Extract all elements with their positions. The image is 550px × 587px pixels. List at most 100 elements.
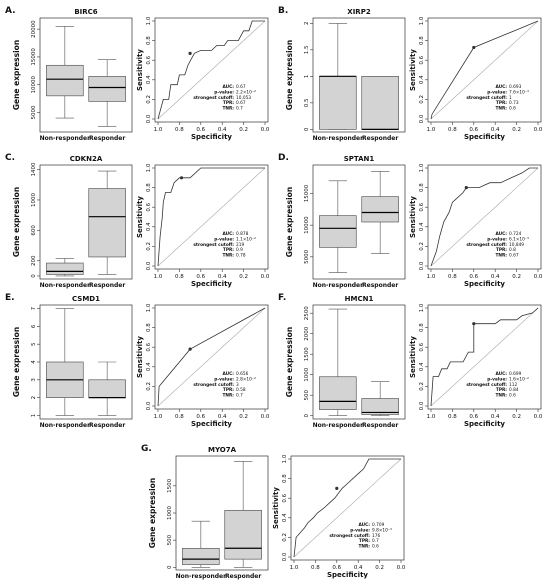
plot-frame	[312, 17, 406, 133]
stat-value: 9.8×10⁻³	[372, 527, 392, 533]
y-tick-label: 0.6	[419, 55, 425, 64]
box-body	[182, 547, 220, 565]
y-tick-label: 0.2	[146, 95, 152, 104]
box-responder	[88, 59, 126, 127]
gene-title: SPTAN1	[344, 155, 375, 163]
stat-value: 0.693	[509, 84, 522, 90]
stat-label: strongest cutoff:	[466, 242, 507, 248]
box-body	[361, 196, 399, 223]
panel-label: D.	[278, 153, 289, 163]
stat-label: TNR:	[495, 253, 507, 259]
roc-frame	[427, 304, 542, 410]
box-responder	[88, 170, 126, 275]
y-axis-label: Gene expression	[148, 478, 157, 548]
gene-title: BIRC6	[74, 8, 97, 16]
y-tick-label: 2	[304, 22, 310, 26]
x-tick-label: 0.8	[175, 274, 184, 280]
stat-label: strongest cutoff:	[466, 95, 507, 101]
plot-frame	[312, 304, 406, 420]
roc-line	[157, 307, 266, 407]
roc-curve: 1.0 0.8 0.6 0.4 0.2 0.0 0.0 0.2 0.4 0.6 0.8 1.0 Spec…	[272, 454, 406, 579]
x-tick-label: 0.8	[311, 565, 320, 571]
stat-label: AUC:	[495, 84, 507, 90]
category-label: Responder	[89, 282, 125, 289]
x-tick-label: 1.0	[427, 414, 436, 420]
stat-label: strongest cutoff:	[193, 382, 234, 388]
y-tick-label: 20000	[31, 20, 37, 38]
cutoff-point	[179, 176, 184, 180]
cutoff-point	[188, 51, 192, 55]
stat-label: TPR:	[223, 100, 234, 106]
roc-line	[430, 307, 539, 407]
stat-label: p-value:	[487, 376, 507, 382]
y-tick-label: 0.8	[146, 183, 152, 192]
category-label: Responder	[362, 135, 398, 142]
x-tick-label: 0.8	[448, 127, 457, 133]
y-tick-label: 2000	[304, 326, 310, 340]
stat-value: 0.84	[509, 387, 519, 393]
stat-value: 0.67	[509, 253, 519, 259]
y-axis-label: Sensitivity	[136, 49, 144, 91]
box-non-responder	[319, 23, 357, 130]
x-tick-label: 0.2	[239, 414, 248, 420]
y-axis-label: Sensitivity	[272, 487, 280, 529]
boxplot: MYO7A 0 500 1000 1500 Gene expression Non-resp…	[148, 446, 269, 580]
y-axis-label: Sensitivity	[409, 196, 417, 238]
panel-label: G.	[141, 444, 152, 454]
box-non-responder	[182, 520, 220, 568]
panel-label: C.	[5, 153, 15, 163]
roc-frame	[290, 455, 405, 561]
y-axis-label: Gene expression	[12, 40, 21, 110]
panel-sptan1: D. SPTAN1 5000 10000 15000 Gene expression Non…	[278, 153, 543, 289]
box-non-responder	[46, 26, 84, 119]
reference-diagonal	[293, 458, 402, 558]
stat-value: 0.58	[236, 387, 246, 393]
y-tick-label: 3	[31, 378, 37, 382]
y-tick-label: 0.4	[146, 75, 152, 84]
category-label: Responder	[89, 422, 125, 429]
x-axis-label: Specificity	[191, 133, 232, 141]
boxplot: CSMD1 1 2 3 4 5 6 7 Gene expression Non-responder…	[12, 295, 133, 429]
category-label: Non-responder	[40, 282, 91, 289]
stat-value: 0.67	[236, 84, 246, 90]
x-tick-label: 1.0	[427, 127, 436, 133]
stat-label: TPR:	[496, 100, 507, 106]
y-axis-label: Sensitivity	[409, 49, 417, 91]
y-tick-label: 0.4	[419, 222, 425, 231]
reference-diagonal	[430, 307, 539, 407]
roc-line	[430, 167, 538, 267]
panel-myo7a: G. MYO7A 0 500 1000 1500 Gene expression Non-re…	[141, 444, 406, 580]
roc-curve: 1.0 0.8 0.6 0.4 0.2 0.0 0.0 0.2 0.4 0.6 0.8 1.0 Spec…	[136, 163, 270, 288]
y-tick-label: 0.4	[419, 75, 425, 84]
box-body	[319, 376, 357, 410]
stat-value: 1.1×10⁻²	[236, 236, 256, 242]
stat-label: p-value:	[487, 89, 507, 95]
box-responder	[224, 461, 262, 568]
box-body	[46, 64, 84, 97]
x-tick-label: 0.6	[469, 274, 478, 280]
y-tick-label: 0.0	[419, 261, 425, 270]
box-body	[224, 509, 262, 560]
stat-value: 219	[236, 242, 244, 248]
box-body	[319, 215, 357, 248]
stat-label: p-value:	[350, 527, 370, 533]
y-tick-label: 0	[304, 127, 310, 131]
box-body	[88, 379, 126, 398]
x-tick-label: 0.8	[175, 414, 184, 420]
stat-label: p-value:	[214, 376, 234, 382]
category-label: Responder	[89, 135, 125, 142]
stat-value: 0.724	[509, 231, 522, 237]
y-tick-label: 1000	[31, 192, 37, 206]
stat-value: 0.6	[509, 106, 516, 112]
roc-curve: 1.0 0.8 0.6 0.4 0.2 0.0 0.0 0.2 0.4 0.6 0.8 1.0 Spec…	[409, 163, 543, 288]
y-tick-label: 0.0	[146, 401, 152, 410]
x-tick-label: 0.0	[261, 274, 270, 280]
stat-label: AUC:	[222, 371, 234, 377]
x-tick-label: 0.0	[397, 565, 406, 571]
roc-line	[293, 458, 401, 558]
x-tick-label: 0.2	[512, 127, 521, 133]
y-tick-label: 5000	[304, 249, 310, 263]
category-label: Non-responder	[40, 135, 91, 142]
box-body	[361, 398, 399, 415]
stat-value: 0.7	[236, 393, 243, 399]
